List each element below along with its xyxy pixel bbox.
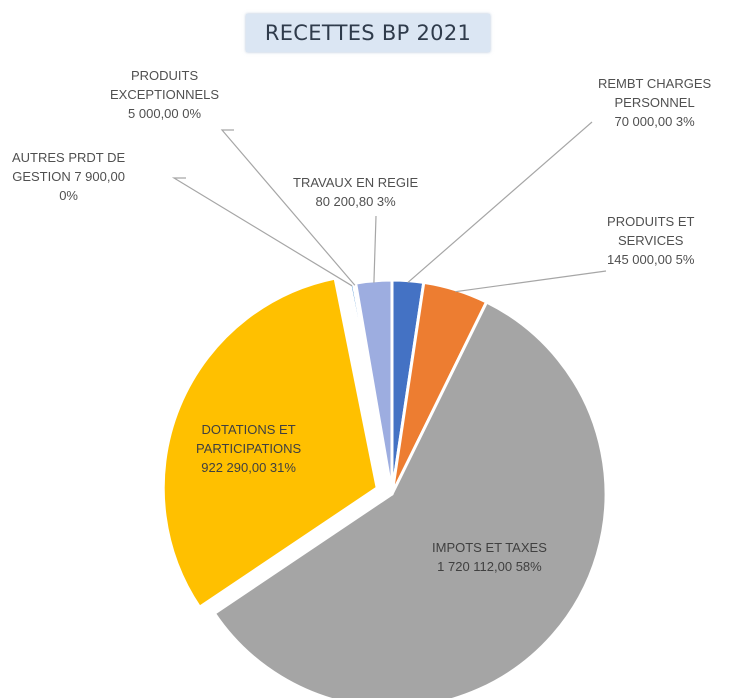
chart-title-box: RECETTES BP 2021 — [246, 14, 490, 52]
pie-slice — [161, 276, 379, 609]
leader-line — [455, 270, 607, 293]
label-line: GESTION 7 900,00 — [12, 169, 125, 184]
pie-slice — [212, 300, 608, 698]
label-line: PRODUITS ET — [607, 214, 695, 229]
leader-line — [373, 215, 377, 283]
leader-line — [171, 177, 353, 287]
leader-line — [220, 129, 356, 286]
label-line: AUTRES PRDT DE — [12, 150, 126, 165]
label-line: TRAVAUX EN REGIE — [293, 175, 419, 190]
label-value: 1 720 112,00 58% — [437, 559, 542, 574]
label-value: 5 000,00 0% — [128, 106, 202, 121]
label-produits-exceptionnels: PRODUITS EXCEPTIONNELS 5 000,00 0% — [110, 66, 219, 123]
label-line: IMPOTS ET TAXES — [432, 540, 547, 555]
label-rembt-charges-personnel: REMBT CHARGES PERSONNEL 70 000,00 3% — [598, 74, 711, 131]
label-line: DOTATIONS ET — [201, 422, 296, 437]
pie-slices — [161, 276, 608, 698]
label-impots-et-taxes: IMPOTS ET TAXES 1 720 112,00 58% — [432, 538, 547, 576]
label-value: 145 000,00 5% — [607, 252, 695, 267]
label-value: 80 200,80 3% — [315, 194, 396, 209]
label-produits-et-services: PRODUITS ET SERVICES 145 000,00 5% — [607, 212, 694, 269]
label-line: PARTICIPATIONS — [196, 441, 302, 456]
chart-title: RECETTES BP 2021 — [264, 21, 472, 45]
label-autres-prdt-de-gestion: AUTRES PRDT DE GESTION 7 900,00 0% — [12, 148, 125, 205]
leader-line — [407, 121, 593, 284]
label-value: 70 000,00 3% — [614, 114, 695, 129]
label-travaux-en-regie: TRAVAUX EN REGIE 80 200,80 3% — [293, 173, 418, 211]
label-line: EXCEPTIONNELS — [110, 87, 220, 102]
label-line: PERSONNEL — [614, 95, 695, 110]
label-value: 922 290,00 31% — [201, 460, 296, 475]
label-line: PRODUITS — [130, 68, 199, 83]
label-line: SERVICES — [617, 233, 684, 248]
label-dotations-et-participations: DOTATIONS ET PARTICIPATIONS 922 290,00 3… — [196, 420, 301, 477]
leader-lines — [171, 121, 607, 293]
label-value: 0% — [59, 188, 78, 203]
label-line: REMBT CHARGES — [598, 76, 712, 91]
